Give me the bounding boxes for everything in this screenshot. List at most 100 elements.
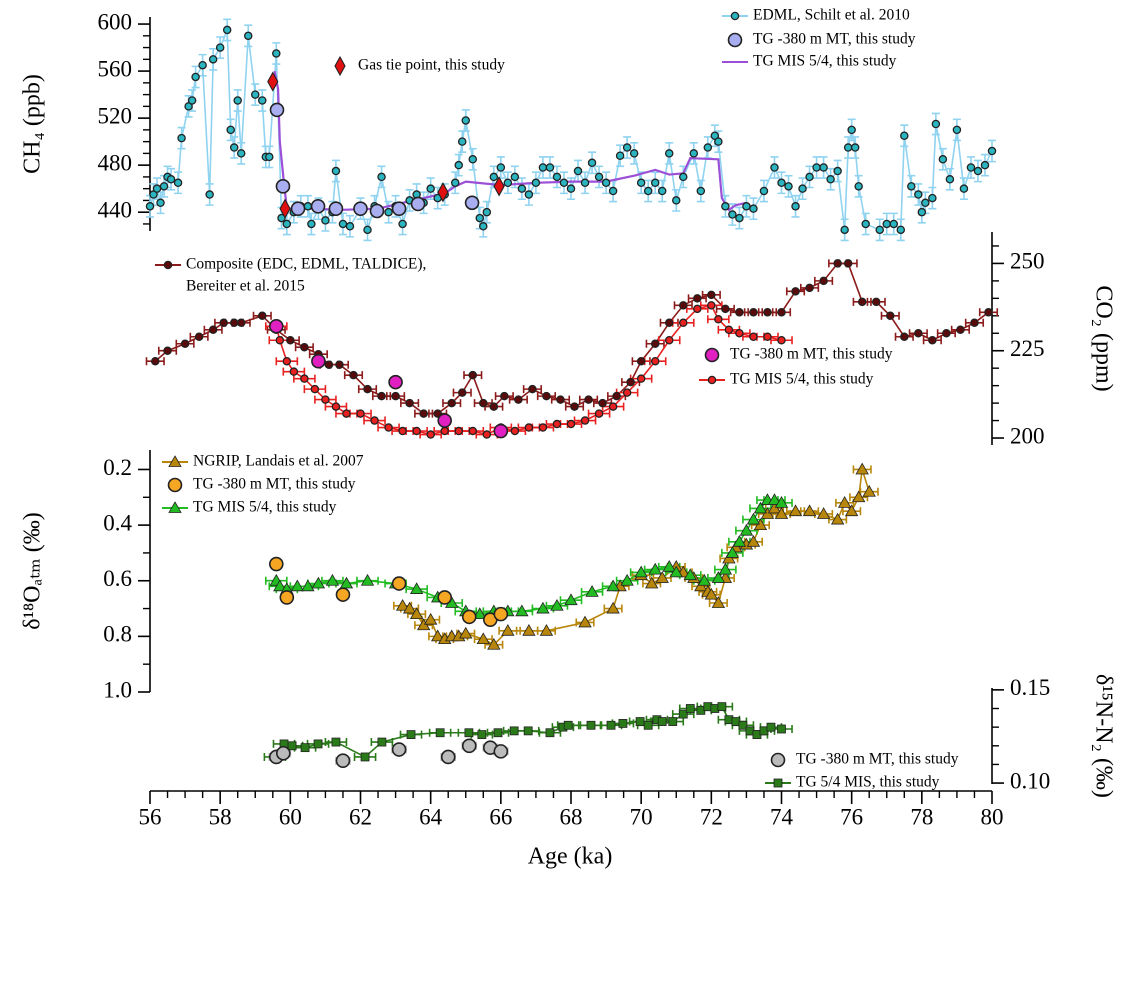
data-point [742,202,751,211]
data-point [468,155,478,164]
data-point [517,184,527,193]
data-point [461,609,477,625]
data-point [664,335,674,345]
legend-label: EDML, Schilt et al. 2010 [753,7,910,24]
data-point [229,318,239,328]
data-point [286,335,295,345]
x-tick-label: 76 [840,804,863,829]
data-point [871,297,881,307]
data-point [447,398,456,408]
data-point [180,339,190,348]
data-point [735,329,744,338]
data-point [840,225,849,235]
legend-label: TG 5/4 MIS, this study [796,774,940,791]
data-point [307,219,316,229]
data-point [679,318,688,328]
data-point [503,178,513,188]
data-point [749,308,758,317]
data-point [703,143,713,152]
data-point [570,402,579,411]
data-point [279,590,295,605]
data-point [594,409,604,418]
data-point [650,356,660,366]
data-point [622,388,632,397]
data-point [265,152,274,162]
data-point [545,163,555,172]
data-point [205,190,214,199]
data-point [721,202,730,211]
data-point [819,163,828,172]
data-point [711,571,726,583]
data-point [805,283,814,293]
data-point [606,579,620,592]
data-point [384,423,393,432]
data-point [461,116,470,125]
data-point [664,149,674,158]
data-point [668,717,678,726]
data-point [166,175,176,184]
y-axis-label: CO₂ (ppm) [1090,285,1116,391]
legend-label: TG -380 m MT, this study [193,476,356,493]
data-point [696,186,706,196]
legend-marker [334,55,346,77]
data-point [693,304,702,314]
y-tick-label: 1.0 [103,677,132,702]
data-point [615,151,625,160]
data-point [339,576,354,589]
data-point [777,724,786,734]
data-point [369,203,385,219]
data-point [409,582,424,594]
legend-marker [168,501,182,513]
data-point [805,172,814,182]
data-point [580,178,590,188]
data-point [767,493,782,505]
data-point [464,728,474,738]
data-point [313,739,323,749]
legend-label: NGRIP, Landais et al. 2007 [193,453,364,470]
data-point [500,391,509,401]
data-point [683,568,697,581]
x-tick-label: 68 [560,804,583,829]
data-point [707,290,716,300]
x-tick-label: 78 [910,804,933,829]
data-point [774,507,789,519]
data-point [662,560,676,572]
data-point [464,195,480,211]
data-point [657,717,667,726]
data-point [928,193,937,203]
data-point [515,604,529,617]
data-point [509,726,519,736]
data-point [612,391,621,401]
y-axis-label: δ¹⁸Oₐₜₘ (‰) [20,512,46,629]
data-point [791,287,800,296]
legend-label: TG MIS 5/4, this study [193,499,337,516]
legend-marker [773,778,783,788]
data-point [724,325,734,335]
data-point [272,49,281,58]
data-point [457,137,467,146]
data-point [377,172,386,182]
data-point [226,125,235,135]
data-point [457,388,467,397]
data-point [282,219,292,229]
data-point [473,607,487,620]
y-tick-label: 0.15 [1010,675,1050,700]
legend-marker [730,11,740,21]
data-point [187,96,197,105]
y-tick-label: 250 [1010,249,1045,274]
data-point [749,204,758,213]
data-point [697,573,712,586]
data-point [819,276,828,286]
data-point [598,398,607,408]
data-point [243,31,253,41]
data-point [331,402,341,411]
data-point [335,587,351,602]
data-point [650,178,660,188]
data-point [566,184,576,193]
data-point [410,196,426,212]
data-point [766,722,776,732]
data-point [791,202,800,211]
data-point [173,178,183,188]
data-point [914,190,923,199]
